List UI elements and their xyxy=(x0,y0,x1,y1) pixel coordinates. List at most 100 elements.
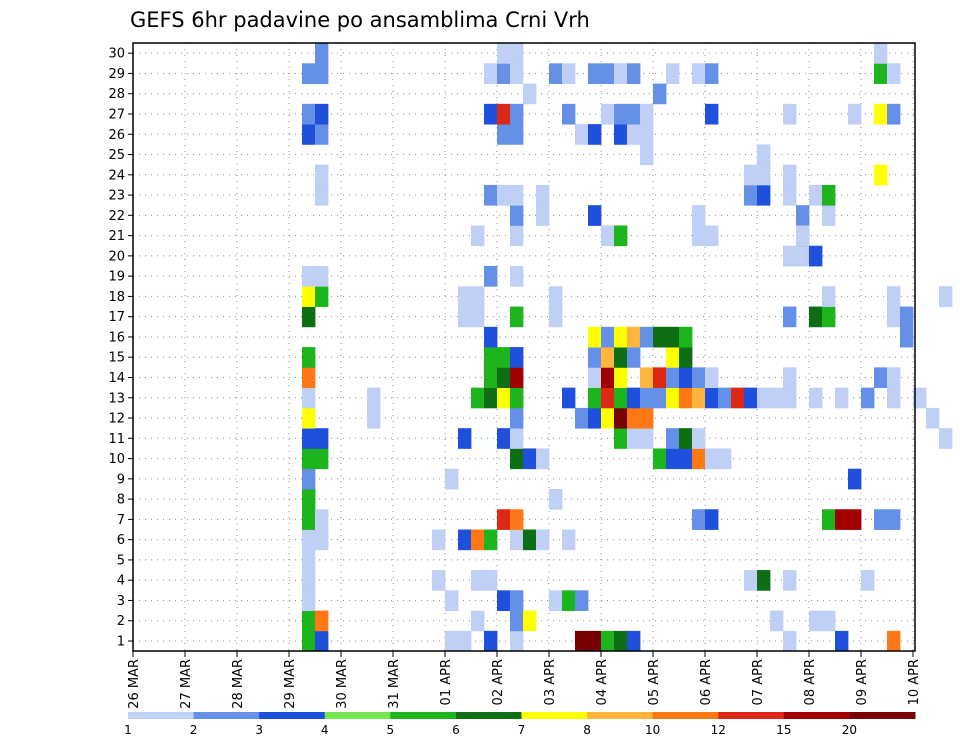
plot-frame xyxy=(132,42,916,652)
heatmap-cell xyxy=(471,306,485,328)
y-tick-label: 14 xyxy=(108,371,125,386)
heatmap-cell xyxy=(445,468,459,490)
heatmap-cell xyxy=(315,184,329,206)
heatmap-cell xyxy=(692,225,706,247)
heatmap-cell xyxy=(302,347,316,368)
heatmap-cell xyxy=(562,590,576,611)
heatmap-cell xyxy=(484,103,498,125)
heatmap-cell xyxy=(510,610,524,632)
heatmap-cell xyxy=(432,570,446,591)
heatmap-cell xyxy=(809,387,823,409)
heatmap-cell xyxy=(484,387,498,409)
heatmap-cell xyxy=(783,570,797,591)
y-tick-label: 20 xyxy=(108,249,125,264)
heatmap-cell xyxy=(679,448,693,470)
heatmap-cell xyxy=(302,590,316,611)
heatmap-cell xyxy=(614,63,628,84)
heatmap-cell xyxy=(315,448,329,470)
heatmap-cell xyxy=(887,367,901,389)
heatmap-cell xyxy=(887,286,901,307)
heatmap-cell xyxy=(809,245,823,267)
heatmap-cell xyxy=(588,367,602,389)
colorbar-swatch xyxy=(652,712,719,719)
heatmap-cell xyxy=(874,103,888,125)
heatmap-cell xyxy=(718,448,732,470)
heatmap-cell xyxy=(315,509,329,530)
heatmap-cell xyxy=(302,509,316,530)
heatmap-cell xyxy=(484,326,498,348)
heatmap-cell xyxy=(302,630,316,652)
heatmap-cell xyxy=(549,286,563,307)
heatmap-cell xyxy=(692,428,706,449)
heatmap-cell xyxy=(809,306,823,328)
y-tick-label: 8 xyxy=(117,493,125,508)
heatmap-cell xyxy=(484,367,498,389)
heatmap-cell xyxy=(835,509,849,530)
heatmap-cell xyxy=(926,407,940,429)
heatmap-cell xyxy=(302,448,316,470)
colorbar-swatch xyxy=(193,712,260,719)
heatmap-cell xyxy=(588,63,602,84)
heatmap-cell xyxy=(549,63,563,84)
heatmap-cell xyxy=(588,124,602,145)
heatmap-cell xyxy=(302,266,316,287)
x-tick-label: 26 MAR xyxy=(127,659,142,709)
heatmap-cell xyxy=(744,570,758,591)
colorbar-tick-label: 20 xyxy=(842,723,857,737)
x-axis: 26 MAR 27 MAR 28 MAR 29 MAR 30 MAR 31 MAR 01 A… xyxy=(127,651,922,709)
heatmap-cell xyxy=(705,367,719,389)
heatmap-cell xyxy=(302,610,316,632)
heatmap-cell xyxy=(744,164,758,186)
heatmap-cell xyxy=(692,387,706,409)
heatmap-cell xyxy=(705,448,719,470)
heatmap-cell xyxy=(887,306,901,328)
heatmap-cell xyxy=(536,205,550,226)
heatmap-cell xyxy=(614,326,628,348)
heatmap-cell xyxy=(796,205,810,226)
heatmap-cell xyxy=(484,347,498,368)
heatmap-cell xyxy=(666,387,680,409)
heatmap-cell xyxy=(627,428,641,449)
heatmap-cell xyxy=(510,43,524,64)
y-tick-label: 3 xyxy=(117,594,125,609)
heatmap-cell xyxy=(510,387,524,409)
x-tick-label: 10 APR xyxy=(907,659,922,705)
heatmap-cell xyxy=(887,63,901,84)
heatmap-cell xyxy=(302,529,316,551)
grid-layer xyxy=(133,43,915,651)
heatmap-cell xyxy=(640,144,654,166)
heatmap-cell xyxy=(874,509,888,530)
heatmap-cell xyxy=(822,286,836,307)
y-axis: 1234567891011121314151617181920212223242… xyxy=(108,47,133,650)
heatmap-cell xyxy=(666,448,680,470)
heatmap-cell xyxy=(848,103,862,125)
heatmap-cell xyxy=(484,184,498,206)
heatmap-cell xyxy=(640,326,654,348)
heatmap-cell xyxy=(315,266,329,287)
heatmap-cell xyxy=(302,549,316,571)
heatmap-cell xyxy=(510,225,524,247)
heatmap-cell xyxy=(614,225,628,247)
x-tick-label: 02 APR xyxy=(491,659,506,705)
x-tick-label: 08 APR xyxy=(803,659,818,705)
heatmap-cell xyxy=(874,43,888,64)
heatmap-cell xyxy=(484,63,498,84)
y-tick-label: 24 xyxy=(108,168,125,183)
heatmap-cell xyxy=(640,387,654,409)
y-tick-label: 19 xyxy=(108,270,125,285)
heatmap-cell xyxy=(458,529,472,551)
cells-layer xyxy=(302,43,953,652)
heatmap-cell xyxy=(302,570,316,591)
heatmap-cell xyxy=(627,407,641,429)
heatmap-cell xyxy=(562,529,576,551)
y-tick-label: 5 xyxy=(117,553,125,568)
colorbar-tick-label: 4 xyxy=(321,723,329,737)
heatmap-cell xyxy=(523,610,537,632)
heatmap-cell xyxy=(315,286,329,307)
colorbar: 1 2 3 4 5 6 7 8 10 12 15 20 xyxy=(124,712,916,737)
heatmap-cell xyxy=(523,83,537,105)
heatmap-cell xyxy=(523,529,537,551)
heatmap-cell xyxy=(458,428,472,449)
heatmap-cell xyxy=(302,428,316,449)
